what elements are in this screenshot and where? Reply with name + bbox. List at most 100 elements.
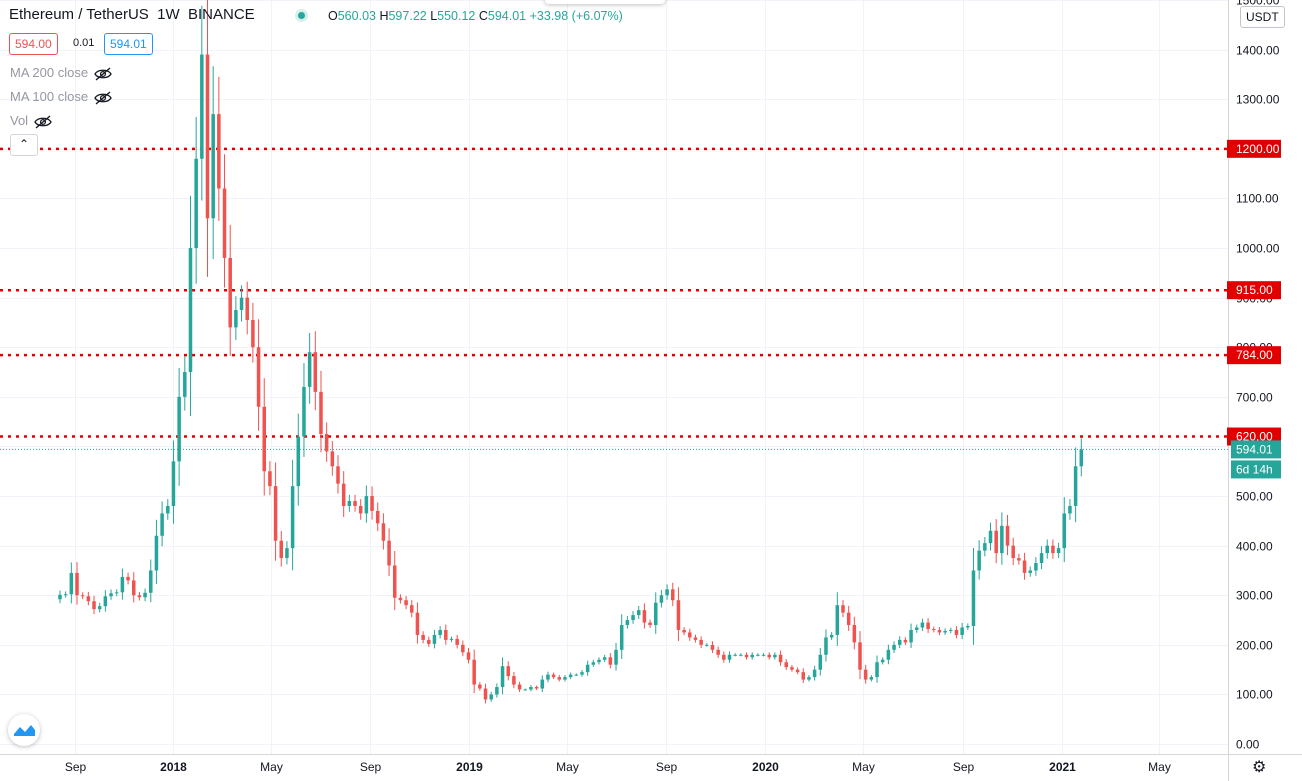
candle-body: [392, 565, 397, 598]
indicator-vol[interactable]: Vol: [10, 113, 52, 129]
candle: [126, 572, 130, 585]
logo-icon: [14, 725, 35, 736]
candle-body: [551, 674, 556, 678]
candle: [455, 634, 459, 649]
candle: [63, 591, 68, 598]
candle-body: [897, 639, 902, 645]
candle-body: [211, 114, 215, 219]
candle-body: [869, 677, 874, 680]
candle-body: [381, 523, 386, 541]
candle-body: [903, 639, 908, 643]
candle-body: [540, 679, 545, 689]
candle-body: [954, 629, 959, 635]
price-tick-label: 1000.00: [1236, 242, 1280, 256]
candle: [795, 667, 800, 675]
candle-body: [421, 634, 425, 640]
candle-body: [648, 622, 652, 626]
candle: [699, 636, 703, 649]
candle-body: [767, 654, 771, 658]
candle: [869, 675, 874, 682]
tradingview-logo[interactable]: [8, 714, 40, 746]
candle-body: [1045, 545, 1050, 554]
candle-body: [313, 352, 318, 392]
eye-hidden-icon[interactable]: [94, 91, 112, 105]
time-axis[interactable]: Sep 2018 May Sep 2019 May Sep 2020 May Sep 2021 May: [65, 760, 1171, 774]
candle: [591, 659, 596, 667]
candle: [608, 653, 613, 669]
candle: [540, 675, 545, 693]
candle-body: [778, 654, 783, 663]
indicator-label: MA 100 close: [10, 89, 89, 104]
price-tick-label: 500.00: [1236, 490, 1273, 504]
indicator-ma200[interactable]: MA 200 close: [10, 65, 112, 81]
candle-body: [949, 629, 953, 631]
eye-hidden-icon[interactable]: [34, 115, 52, 129]
candle-body: [495, 687, 499, 695]
candle-body: [80, 595, 85, 597]
candle: [336, 455, 340, 494]
candle: [829, 632, 834, 641]
candle: [557, 675, 562, 682]
candle-body: [835, 605, 840, 635]
candle: [733, 653, 737, 657]
indicator-ma100[interactable]: MA 100 close: [10, 89, 112, 105]
candle: [313, 331, 318, 411]
price-tick-label: 1300.00: [1236, 93, 1280, 107]
collapse-legend-button[interactable]: ⌃: [10, 134, 38, 156]
candle: [307, 332, 312, 404]
candle-body: [1068, 505, 1072, 514]
chart-plot-area[interactable]: [0, 0, 1228, 754]
tab-hint: [545, 0, 665, 4]
candle: [381, 513, 386, 550]
candle: [648, 619, 652, 628]
candle: [659, 589, 664, 608]
candle-body: [1005, 525, 1010, 546]
candle: [880, 657, 885, 665]
symbol-title[interactable]: Ethereum / TetherUS 1W BINANCE: [9, 6, 255, 23]
sell-button[interactable]: 594.00: [9, 33, 58, 55]
candle-body: [92, 601, 96, 610]
time-tick-label: May: [1148, 760, 1171, 774]
time-tick-label: Sep: [656, 760, 678, 774]
buy-button[interactable]: 594.01: [104, 33, 153, 55]
candle-body: [137, 595, 142, 598]
symbol-name: Ethereum / TetherUS: [9, 6, 149, 23]
candle: [642, 603, 647, 629]
candle: [438, 626, 442, 639]
price-axis[interactable]: 0.00100.00200.00300.00400.00500.00600.00…: [1236, 0, 1280, 752]
candle-body: [705, 644, 709, 646]
candle: [614, 642, 618, 671]
candle-body: [364, 496, 369, 514]
candle-body: [307, 352, 312, 387]
candle: [960, 622, 964, 640]
candle: [358, 499, 363, 520]
candle-body: [296, 436, 301, 487]
candle-body: [1039, 553, 1044, 564]
candle: [875, 655, 879, 683]
candle: [285, 541, 289, 565]
candle-body: [733, 654, 737, 656]
candle: [523, 688, 528, 691]
time-tick-label: 2018: [160, 760, 187, 774]
price-tick-label: 400.00: [1236, 540, 1273, 554]
candle: [239, 285, 244, 322]
gear-icon[interactable]: ⚙: [1252, 759, 1267, 776]
eye-hidden-icon[interactable]: [94, 67, 112, 81]
candle: [444, 624, 448, 645]
last-price-label-bg: [1231, 440, 1281, 459]
candle: [676, 587, 681, 641]
candle: [841, 600, 845, 618]
candle-body: [347, 501, 352, 506]
candle-body: [279, 540, 284, 559]
candle: [897, 636, 902, 649]
candle: [784, 659, 789, 671]
currency-button[interactable]: USDT: [1240, 6, 1285, 28]
candle: [568, 672, 573, 680]
candle: [574, 673, 579, 676]
time-tick-label: May: [260, 760, 283, 774]
price-tick-label: 700.00: [1236, 391, 1273, 405]
candle-body: [971, 570, 976, 627]
candle: [954, 626, 959, 639]
candle-body: [449, 638, 454, 640]
